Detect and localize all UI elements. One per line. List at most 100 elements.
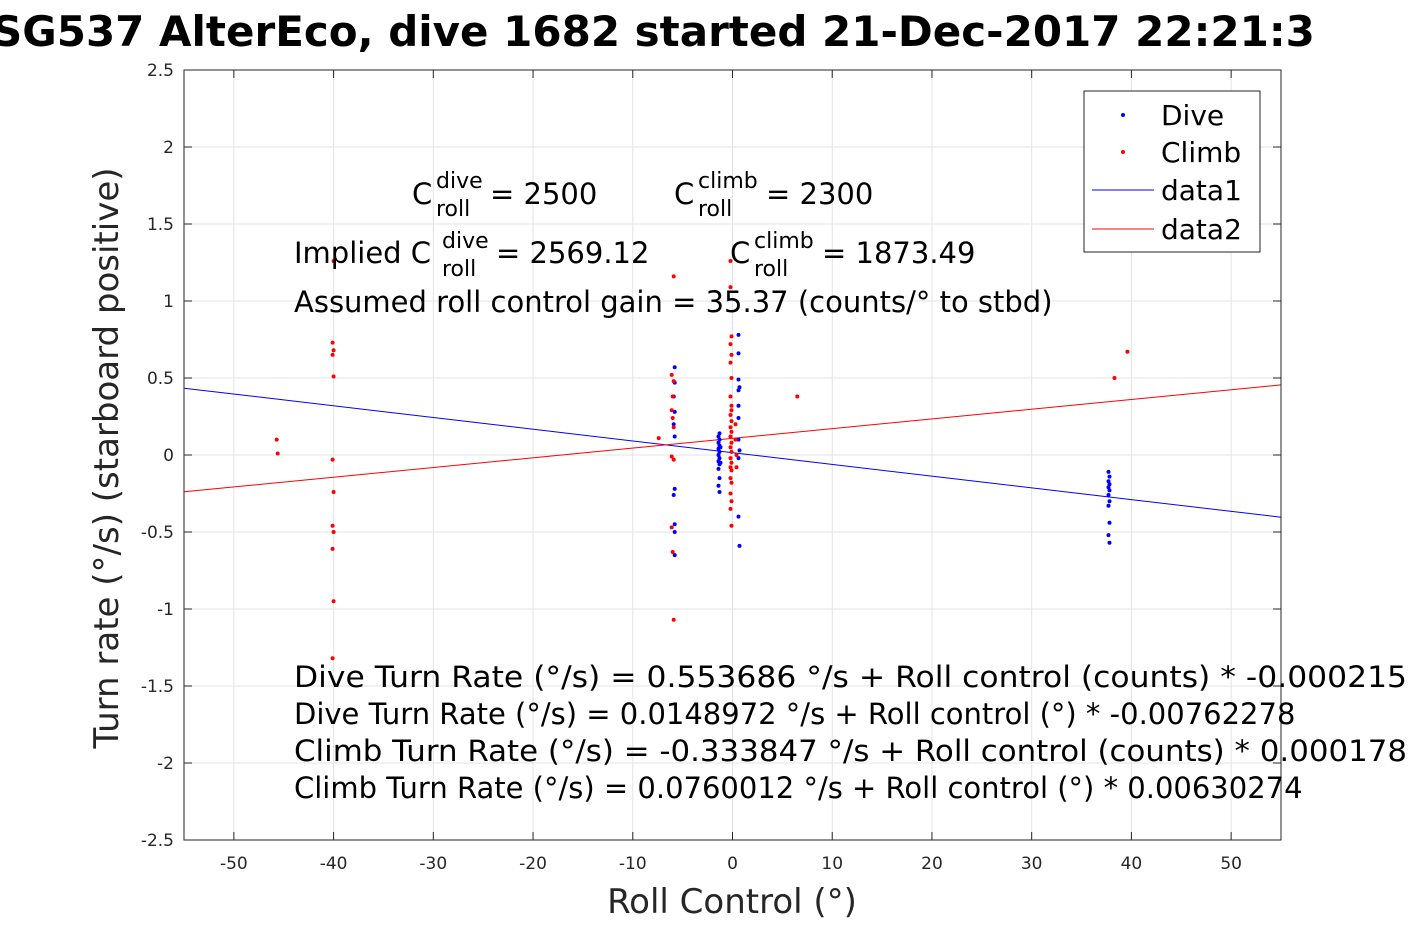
point-climb <box>728 425 733 430</box>
c-roll-climb-annotation: C climb roll = 2300 <box>674 169 873 222</box>
point-climb <box>729 523 734 528</box>
point-dive <box>717 437 722 442</box>
point-climb <box>729 419 734 424</box>
y-tick-label: 0.5 <box>147 369 174 389</box>
point-climb <box>669 408 674 413</box>
point-dive <box>672 409 677 414</box>
point-dive <box>737 543 742 548</box>
point-climb <box>330 340 335 345</box>
point-climb <box>729 468 734 473</box>
point-climb <box>733 422 738 427</box>
c-climb-sup: climb <box>698 169 758 194</box>
point-climb <box>728 465 733 470</box>
point-climb <box>669 372 674 377</box>
point-climb <box>734 465 739 470</box>
point-dive <box>716 483 721 488</box>
point-dive <box>716 434 721 439</box>
y-axis-label: Turn rate (°/s) (starboard positive) <box>87 167 127 749</box>
x-tick-label: -10 <box>619 854 647 874</box>
point-dive <box>1106 479 1111 484</box>
point-climb <box>331 374 336 379</box>
point-climb <box>728 476 733 481</box>
point-climb <box>331 530 336 534</box>
implied-climb-value: = 1873.49 <box>822 236 975 270</box>
point-climb <box>728 285 733 290</box>
x-tick-label: 10 <box>821 854 843 874</box>
c-climb-sub: roll <box>698 197 732 222</box>
point-climb <box>670 550 675 554</box>
point-climb <box>331 348 336 353</box>
c-climb-base: C <box>674 177 694 211</box>
x-tick-label: 20 <box>921 854 943 874</box>
point-dive <box>1106 469 1111 474</box>
point-climb <box>729 334 734 339</box>
point-climb <box>330 523 335 528</box>
legend-label-dive: Dive <box>1161 99 1224 132</box>
point-climb <box>728 394 733 399</box>
chart-title: SG537 AlterEco, dive 1682 started 21-Dec… <box>0 7 1315 56</box>
point-climb <box>671 379 676 384</box>
point-dive <box>672 530 677 534</box>
point-climb <box>729 440 734 445</box>
point-climb <box>330 352 335 357</box>
x-tick-label: -50 <box>220 854 248 874</box>
point-climb <box>728 259 733 263</box>
point-climb <box>671 617 676 622</box>
point-dive <box>736 351 741 356</box>
legend: Dive Climb data1 data2 <box>1083 90 1261 253</box>
implied-dive-sup: dive <box>442 229 489 254</box>
point-dive <box>736 514 741 519</box>
point-dive <box>737 385 742 390</box>
point-dive <box>716 440 721 445</box>
point-dive <box>672 434 677 439</box>
point-climb <box>734 453 739 457</box>
y-tick-label: -2 <box>157 754 174 774</box>
point-dive <box>736 437 741 442</box>
point-climb <box>728 506 733 511</box>
point-dive <box>1107 474 1112 479</box>
point-dive <box>1106 533 1111 538</box>
point-climb <box>669 454 674 459</box>
point-dive <box>718 445 723 450</box>
point-dive <box>1107 488 1112 493</box>
x-tick-label: 0 <box>727 854 738 874</box>
point-dive <box>718 460 723 465</box>
equation-dive-counts: Dive Turn Rate (°/s) = 0.553686 °/s + Ro… <box>294 660 1407 694</box>
x-tick-label: -20 <box>519 854 547 874</box>
point-dive <box>736 456 741 461</box>
point-climb <box>728 360 733 365</box>
point-dive <box>1106 485 1111 490</box>
point-climb <box>729 480 734 485</box>
point-climb <box>729 460 734 465</box>
point-dive <box>672 553 677 558</box>
implied-climb-sup: climb <box>754 229 814 254</box>
point-dive <box>1106 493 1111 497</box>
point-climb <box>669 525 674 530</box>
legend-label-data2: data2 <box>1161 213 1242 246</box>
point-climb <box>729 376 734 380</box>
x-tick-label: -30 <box>419 854 447 874</box>
legend-box <box>1083 90 1261 253</box>
implied-prefix: Implied C <box>294 236 431 270</box>
y-tick-label: 1.5 <box>147 215 174 235</box>
plot-border <box>183 69 1282 841</box>
point-dive <box>717 449 722 454</box>
point-climb <box>1112 376 1117 380</box>
point-dive <box>1107 540 1112 545</box>
point-dive <box>737 448 742 453</box>
point-climb <box>330 546 335 551</box>
point-climb <box>671 274 676 279</box>
point-dive <box>717 476 722 481</box>
implied-climb-base: C <box>730 236 750 270</box>
point-climb <box>728 342 733 347</box>
point-climb <box>729 403 734 408</box>
point-dive <box>716 453 721 457</box>
legend-label-data1: data1 <box>1161 174 1242 207</box>
point-dive <box>672 365 677 370</box>
point-climb <box>1125 349 1130 354</box>
point-climb <box>670 394 675 399</box>
c-roll-dive-annotation: C dive roll = 2500 <box>412 169 597 222</box>
legend-label-climb: Climb <box>1161 136 1241 169</box>
point-dive <box>717 431 722 436</box>
